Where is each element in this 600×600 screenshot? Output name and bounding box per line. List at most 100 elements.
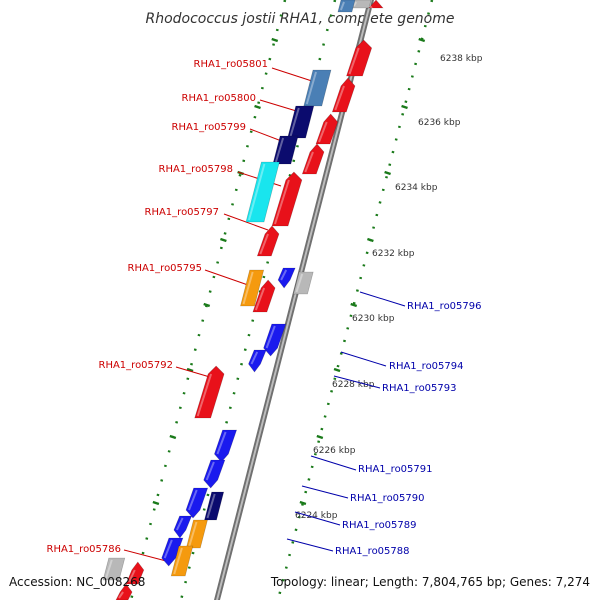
scale-label: 6238 kbp [440, 54, 483, 64]
gene-glyph[interactable] [115, 583, 133, 600]
gene-glyph-highlight [173, 547, 183, 575]
scale-label: 6230 kbp [352, 314, 395, 324]
gene-glyph[interactable] [185, 487, 209, 519]
left-gene-labels: RHA1_ro05801 RHA1_ro05800 RHA1_ro05799 R… [47, 59, 269, 555]
guide-tick [401, 104, 408, 110]
gene-glyph-highlight [242, 271, 254, 305]
gene-glyph[interactable] [293, 271, 314, 295]
gene-glyph[interactable] [256, 225, 280, 257]
gene-glyph[interactable] [252, 279, 276, 313]
gene-label[interactable]: RHA1_ro05791 [358, 464, 433, 475]
guide-tick [203, 302, 211, 308]
gene-glyph[interactable] [366, 0, 384, 9]
gene-label[interactable]: RHA1_ro05798 [159, 164, 234, 175]
gene-glyph-highlight [353, 1, 357, 7]
guide-tick [333, 367, 341, 373]
guide-tick [152, 500, 160, 506]
topology-summary: Topology: linear; Length: 7,804,765 bp; … [270, 575, 590, 589]
gene-glyph-highlight [248, 163, 266, 221]
gene-glyph-highlight [295, 273, 304, 293]
gene-glyph[interactable] [287, 105, 315, 139]
gene-glyph[interactable] [245, 161, 280, 223]
guide-tick [418, 37, 426, 43]
gene-label[interactable]: RHA1_ro05794 [389, 361, 464, 372]
guide-tick [271, 37, 279, 43]
guide-dotted-line [276, 0, 434, 600]
gene-label[interactable]: RHA1_ro05801 [194, 59, 269, 70]
gene-glyph-highlight [259, 233, 269, 255]
guide-tick [299, 500, 307, 506]
map-title: Rhodococcus jostii RHA1, complete genome [145, 11, 454, 27]
gene-label[interactable]: RHA1_ro05789 [342, 520, 417, 531]
gene-glyph[interactable] [102, 557, 126, 581]
scale-label: 6232 kbp [372, 249, 415, 259]
gene-label[interactable]: RHA1_ro05797 [145, 207, 220, 218]
gene-glyph[interactable] [248, 349, 267, 373]
gene-glyph-highlight [128, 569, 136, 583]
guide-lines [129, 0, 434, 600]
gene-glyph[interactable] [337, 0, 356, 13]
gene-glyph-highlight [334, 85, 345, 111]
scale-label: 6226 kbp [313, 446, 356, 456]
guide-tick [316, 434, 324, 440]
gene-label[interactable]: RHA1_ro05795 [128, 263, 203, 274]
gene-glyph[interactable] [277, 267, 296, 289]
gene-glyph-highlight [216, 431, 227, 455]
gene-glyph-highlight [304, 151, 314, 173]
gene-glyph[interactable] [204, 491, 225, 521]
gene-label[interactable]: RHA1_ro05792 [99, 360, 174, 371]
gene-glyph-highlight [188, 521, 198, 547]
gene-glyph[interactable] [331, 77, 356, 113]
gene-glyph[interactable] [161, 537, 184, 567]
guide-tick [350, 302, 358, 308]
guide-tick [220, 237, 227, 243]
gene-glyph[interactable] [214, 429, 238, 463]
gene-glyph-highlight [289, 107, 300, 137]
gene-glyph-highlight [254, 287, 266, 311]
gene-label[interactable]: RHA1_ro05788 [335, 546, 410, 557]
gene-glyph-highlight [196, 373, 213, 417]
gene-glyph-highlight [274, 137, 285, 163]
gene-glyph[interactable] [301, 143, 325, 175]
gene-label[interactable]: RHA1_ro05800 [182, 93, 257, 104]
gene-glyph-highlight [274, 179, 290, 225]
scale-labels: 6238 kbp 6236 kbp 6234 kbp 6232 kbp 6230… [295, 54, 483, 521]
gene-glyph[interactable] [303, 69, 332, 107]
gene-glyph-highlight [305, 71, 317, 105]
gene-glyph[interactable] [203, 459, 226, 489]
gene-glyph[interactable] [170, 545, 194, 577]
gene-label[interactable]: RHA1_ro05796 [407, 301, 482, 312]
guide-tick [186, 367, 194, 373]
gene-glyph[interactable] [240, 269, 265, 307]
gene-glyph[interactable] [173, 515, 193, 539]
gene-glyph-highlight [105, 559, 113, 579]
scale-label: 6236 kbp [418, 118, 461, 128]
gene-glyph[interactable] [125, 561, 145, 585]
accession-text: Accession: NC_008268 [9, 575, 145, 589]
gene-glyph[interactable] [263, 323, 287, 357]
gene-glyph-highlight [250, 351, 259, 365]
gene-label[interactable]: RHA1_ro05799 [172, 122, 247, 133]
gene-glyph[interactable] [271, 171, 303, 227]
gene-glyph[interactable] [272, 135, 299, 165]
guide-tick [169, 434, 177, 440]
genome-backbone [214, 0, 374, 600]
gene-glyph-highlight [205, 461, 215, 481]
gene-glyph[interactable] [194, 365, 225, 419]
scale-label: 6234 kbp [395, 183, 438, 193]
gene-label[interactable]: RHA1_ro05786 [47, 544, 122, 555]
gene-label[interactable]: RHA1_ro05790 [350, 493, 425, 504]
scale-label: 6224 kbp [295, 511, 338, 521]
guide-tick [367, 237, 374, 243]
guide-tick [254, 104, 261, 110]
gene-glyph-highlight [163, 539, 173, 559]
gene-glyph-highlight [206, 493, 216, 519]
gene-label[interactable]: RHA1_ro05793 [382, 383, 457, 394]
gene-glyph[interactable] [185, 519, 208, 549]
gene-glyph[interactable] [346, 39, 373, 77]
gene-glyphs [102, 0, 384, 600]
gene-glyph[interactable] [315, 113, 339, 145]
right-gene-labels: RHA1_ro05796 RHA1_ro05794 RHA1_ro05793 R… [335, 301, 482, 557]
guide-tick [384, 170, 391, 176]
